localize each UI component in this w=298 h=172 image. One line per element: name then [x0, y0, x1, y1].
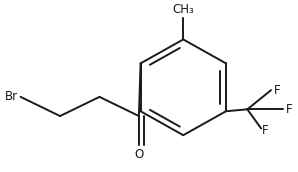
Text: CH₃: CH₃	[172, 3, 194, 17]
Text: O: O	[134, 148, 144, 161]
Text: F: F	[274, 84, 280, 97]
Text: Br: Br	[4, 90, 18, 103]
Text: F: F	[262, 124, 269, 137]
Text: F: F	[286, 103, 292, 116]
